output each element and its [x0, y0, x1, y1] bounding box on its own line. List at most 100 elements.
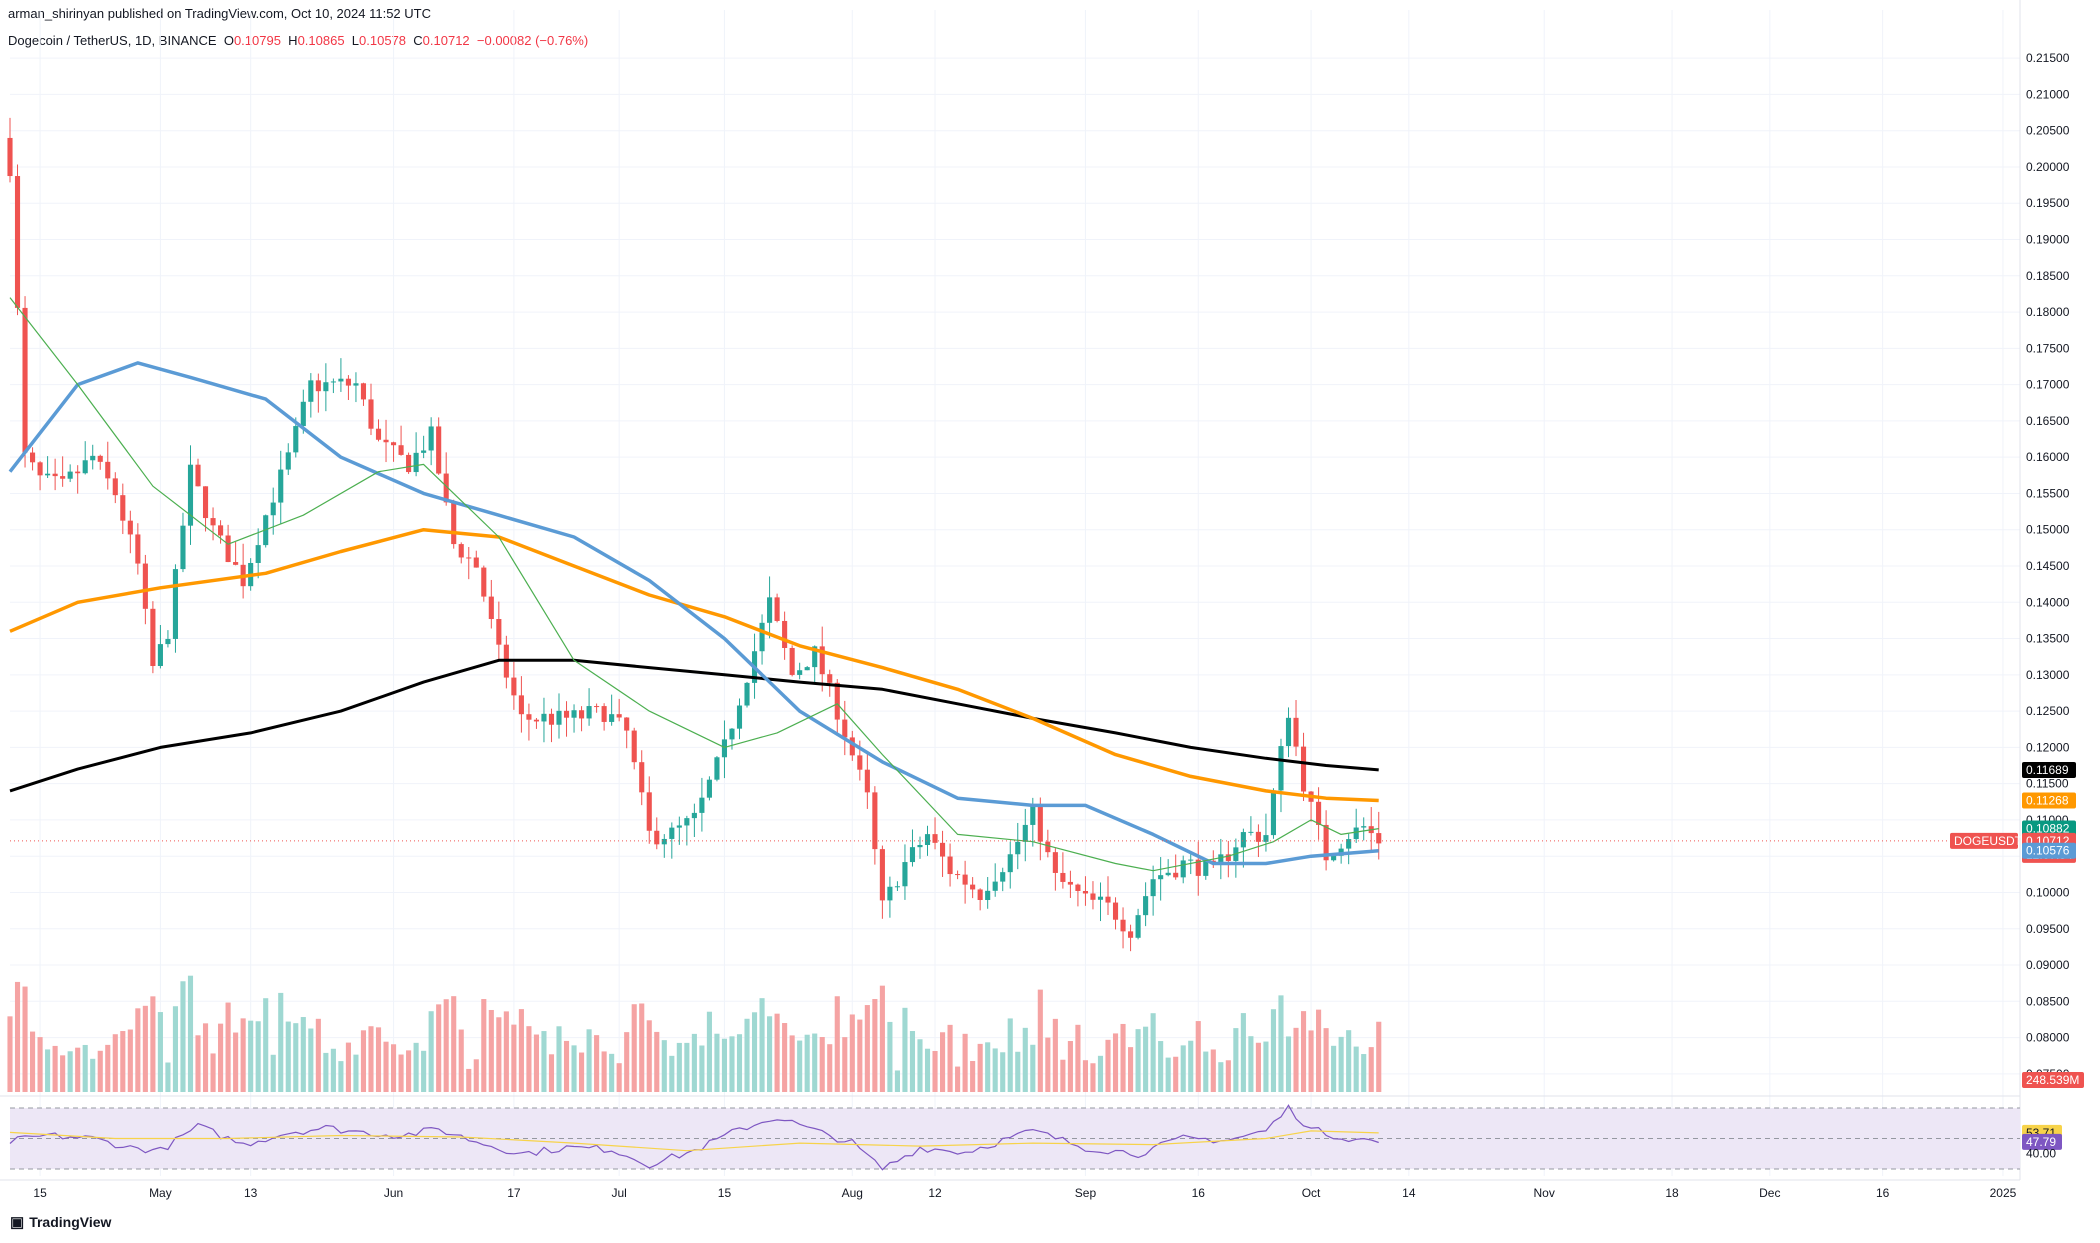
volume-tag-text: 248.539M — [2026, 1073, 2079, 1087]
close-label: C — [413, 33, 423, 48]
volume-bar — [157, 1012, 163, 1092]
candle — [406, 452, 412, 474]
price-tick-label: 0.14500 — [2026, 559, 2070, 573]
ma-slow-price-tag-bg — [2022, 792, 2076, 809]
candle-body — [97, 455, 103, 462]
volume-bar — [390, 1044, 397, 1092]
candle — [970, 877, 976, 899]
candle-body — [1030, 804, 1036, 825]
candle-body — [413, 452, 419, 473]
candle — [330, 378, 336, 394]
volume-bar — [1361, 1054, 1367, 1092]
candle — [563, 701, 570, 737]
candle — [1278, 738, 1284, 813]
candle — [1173, 854, 1179, 880]
volume-bar — [240, 1018, 246, 1092]
candle-body — [225, 535, 231, 563]
candle-body — [421, 450, 427, 453]
volume-bar — [894, 1070, 900, 1092]
candle — [503, 635, 509, 689]
candle — [323, 363, 329, 412]
candle — [714, 756, 720, 782]
volume-bar — [263, 998, 269, 1092]
candle — [150, 601, 156, 674]
candle — [616, 698, 622, 722]
low-label: L — [351, 33, 360, 48]
price-tick-label: 0.16500 — [2026, 414, 2070, 428]
volume-bar — [150, 996, 156, 1092]
candle-body — [887, 886, 893, 901]
price-tick-label: 0.17000 — [2026, 378, 2070, 392]
volume-bar — [45, 1049, 51, 1092]
candle — [782, 611, 788, 660]
volume-bar — [571, 1045, 577, 1092]
symbol-name[interactable]: Dogecoin / TetherUS, 1D, BINANCE — [8, 33, 217, 48]
candle-body — [563, 710, 570, 718]
volume-bar — [82, 1044, 88, 1092]
volume-bar — [428, 1011, 434, 1092]
ma-mid-line — [8, 361, 1379, 866]
candle — [834, 679, 840, 737]
volume-bar — [1052, 1018, 1058, 1092]
candle-body — [1331, 855, 1337, 861]
candle — [255, 528, 261, 579]
candle-body — [30, 452, 36, 463]
price-tick-label: 0.10000 — [2026, 885, 2070, 899]
volume-bar — [443, 999, 449, 1092]
candle-body — [105, 461, 111, 479]
candle — [308, 373, 314, 418]
candle — [67, 464, 73, 483]
candle-body — [782, 620, 788, 648]
rsi-tag: 47.79 — [2022, 1133, 2062, 1150]
price-tick-label: 0.15000 — [2026, 523, 2070, 537]
price-tick-label: 0.19000 — [2026, 233, 2070, 247]
volume-bar — [827, 1044, 833, 1092]
volume-bar — [383, 1041, 389, 1092]
candle-body — [1173, 872, 1179, 878]
time-tick-label: Oct — [1302, 1186, 1321, 1200]
candle — [902, 844, 908, 900]
volume-tag-bg — [2022, 1072, 2084, 1088]
volume-bar — [278, 992, 284, 1092]
candle-body — [82, 460, 88, 474]
candle-body — [1075, 884, 1081, 892]
candle-body — [834, 682, 840, 720]
volume-bar — [1173, 1056, 1179, 1092]
candle — [1120, 907, 1126, 949]
candle-body — [1323, 824, 1329, 861]
candle-body — [706, 779, 712, 798]
price-tick-label: 0.17500 — [2026, 341, 2070, 355]
candle-body — [721, 739, 728, 758]
ma-slow-price-tag: 0.11268 — [2022, 792, 2076, 809]
candle-body — [909, 847, 916, 863]
high-value: 0.10865 — [297, 33, 345, 48]
candle-body — [443, 473, 449, 503]
rsi-tag-text: 47.79 — [2026, 1135, 2056, 1149]
candle-body — [165, 638, 171, 645]
volume-bar — [1060, 1059, 1066, 1092]
volume-bar — [142, 1005, 148, 1092]
candle-body — [390, 442, 397, 446]
candle — [60, 456, 66, 487]
candle-body — [616, 714, 622, 718]
candle — [30, 447, 36, 471]
candle — [1015, 822, 1021, 870]
tradingview-brand[interactable]: ▣ TradingView — [10, 1213, 111, 1231]
ma-long-price-tag: 0.11689 — [2022, 761, 2076, 778]
candle-body — [1180, 860, 1186, 878]
volume-bar — [481, 999, 487, 1092]
candle — [1135, 908, 1141, 940]
candle-body — [458, 544, 464, 558]
candle — [511, 661, 517, 710]
candle-body — [1346, 839, 1352, 849]
volume-bar — [1376, 1021, 1382, 1092]
candle-body — [789, 647, 795, 675]
volume-bar — [1218, 1062, 1224, 1092]
candle-body — [1150, 879, 1156, 897]
volume-bar — [819, 1037, 825, 1092]
volume-bar — [1150, 1013, 1156, 1092]
candle-body — [14, 176, 21, 308]
candle — [654, 817, 660, 850]
candle — [436, 417, 442, 475]
